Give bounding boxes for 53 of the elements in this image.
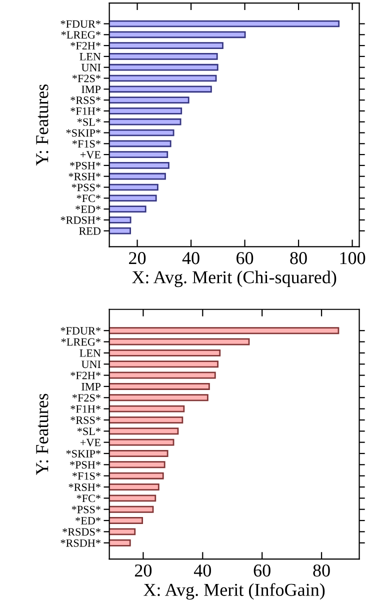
- y-tick-label: *SKIP*: [66, 450, 100, 458]
- y-tick-label: *F1H*: [70, 405, 100, 413]
- y-tick-label: *FDUR*: [60, 327, 100, 335]
- y-tick-label: IMP: [82, 86, 101, 94]
- x-tick-label: 20: [134, 564, 152, 577]
- y-tick-label: *RSH*: [68, 484, 100, 491]
- x-tick-label: 20: [129, 252, 146, 264]
- y-tick-label: +VE: [80, 151, 100, 159]
- y-tick-label: UNI: [81, 360, 101, 368]
- x-axis-title: X: Avg. Merit (Chi-squared): [132, 270, 336, 288]
- x-tick-label: 80: [290, 252, 307, 264]
- y-tick-label: *SL*: [77, 428, 100, 436]
- y-tick-label: *ED*: [76, 517, 100, 524]
- y-tick-label: LEN: [80, 53, 101, 60]
- y-tick-label: *RDSH*: [60, 216, 100, 224]
- x-axis-title: X: Avg. Merit (InfoGain): [144, 583, 325, 600]
- y-tick-label: *PSH*: [70, 162, 100, 170]
- y-tick-label: *F1H*: [70, 107, 100, 115]
- y-tick-label: IMP: [82, 383, 101, 390]
- y-tick-label: *FC*: [76, 194, 100, 202]
- y-tick-label: *LREG*: [61, 338, 100, 346]
- y-tick-label: LEN: [80, 350, 101, 357]
- y-tick-label: *F2H*: [70, 42, 100, 50]
- y-tick-label: *SL*: [77, 118, 100, 126]
- y-tick-label: *PSS*: [72, 184, 100, 192]
- x-tick-label: 40: [182, 252, 200, 264]
- y-tick-label: *PSH*: [70, 461, 100, 469]
- y-tick-label: RED: [79, 227, 101, 235]
- y-tick-label: *F2S*: [72, 74, 100, 82]
- y-tick-label: *F2S*: [72, 394, 100, 402]
- x-tick-label: 60: [254, 564, 270, 577]
- y-tick-label: *PSS*: [72, 506, 100, 514]
- y-tick-label: *RSDS*: [62, 528, 100, 536]
- y-tick-label: *RSDH*: [60, 539, 100, 547]
- y-axis-title: Y: Features: [36, 394, 48, 476]
- y-tick-label: *RSH*: [68, 172, 100, 180]
- y-tick-label: *FC*: [76, 494, 100, 502]
- x-tick-label: 80: [313, 564, 330, 577]
- y-tick-label: *RSS*: [70, 96, 100, 104]
- x-tick-label: 40: [194, 564, 211, 577]
- y-tick-label: *F2H*: [70, 372, 100, 380]
- x-tick-label: 60: [236, 252, 254, 264]
- y-tick-label: *F1S*: [72, 472, 100, 480]
- y-tick-label: *FDUR*: [60, 20, 100, 28]
- y-axis-title: Y: Features: [36, 84, 48, 166]
- y-tick-label: *RSS*: [70, 416, 100, 424]
- x-tick-label: 100: [340, 252, 366, 264]
- y-tick-label: *LREG*: [61, 31, 100, 39]
- y-tick-label: *ED*: [76, 206, 100, 213]
- y-tick-label: *F1S*: [72, 140, 100, 148]
- y-tick-label: UNI: [81, 64, 101, 72]
- y-tick-label: *SKIP*: [66, 129, 100, 137]
- y-tick-label: +VE: [80, 438, 100, 446]
